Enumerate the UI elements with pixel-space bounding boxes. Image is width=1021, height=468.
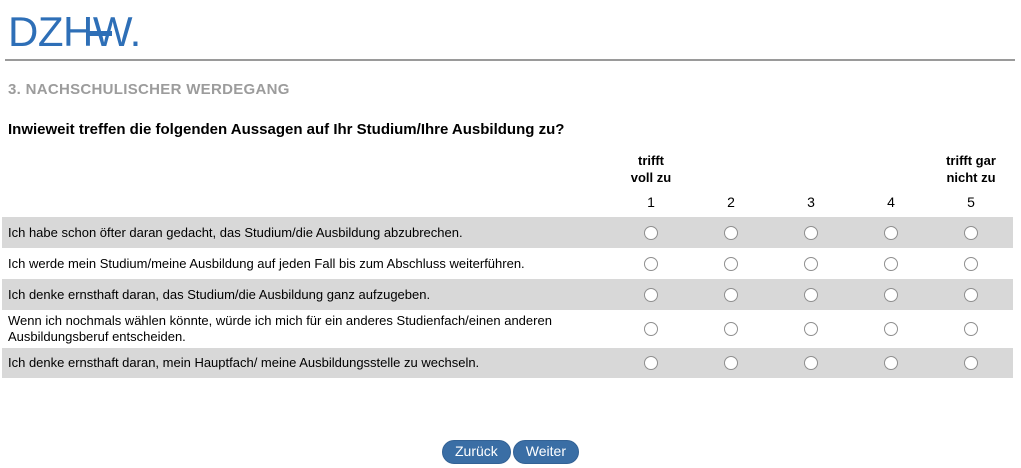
statement-text: Ich habe schon öfter daran gedacht, das … <box>8 224 463 240</box>
radio-item4-scale5[interactable] <box>964 322 978 336</box>
radio-item4-scale2[interactable] <box>724 322 738 336</box>
statement-text: Ich werde mein Studium/meine Ausbildung … <box>8 255 525 271</box>
statement-row-3: Ich denke ernsthaft daran, das Studium/d… <box>2 279 1013 310</box>
radio-item5-scale5[interactable] <box>964 356 978 370</box>
section-title: 3. NACHSCHULISCHER WERDEGANG <box>8 81 290 98</box>
next-button[interactable]: Weiter <box>512 440 579 464</box>
radio-item4-scale3[interactable] <box>804 322 818 336</box>
back-button[interactable]: Zurück <box>442 440 511 464</box>
scale-point-5: 5 <box>967 194 975 210</box>
radio-item5-scale3[interactable] <box>804 356 818 370</box>
radio-item1-scale2[interactable] <box>724 225 738 240</box>
question-text: Inwieweit treffen die folgenden Aussagen… <box>8 121 565 138</box>
navigation: Zurück Weiter <box>0 440 1021 464</box>
radio-item1-scale3[interactable] <box>804 225 818 240</box>
radio-item4-scale1[interactable] <box>644 322 658 336</box>
statement-rows: Ich habe schon öfter daran gedacht, das … <box>2 217 1013 378</box>
radio-item3-scale4[interactable] <box>884 287 898 302</box>
statement-text: Ich denke ernsthaft daran, mein Hauptfac… <box>8 355 480 370</box>
radio-item2-scale4[interactable] <box>884 256 898 271</box>
radio-item2-scale1[interactable] <box>644 256 658 271</box>
radio-item3-scale5[interactable] <box>964 287 978 302</box>
statement-text: Wenn ich nochmals wählen könnte, würde i… <box>8 313 552 344</box>
statement-text: Ich denke ernsthaft daran, das Studium/d… <box>8 286 431 302</box>
scale-left-line1: trifft <box>637 153 664 168</box>
radio-item3-scale1[interactable] <box>644 287 658 302</box>
header: DZHW. <box>0 10 1021 56</box>
scale-point-2: 2 <box>727 194 735 210</box>
matrix-table: trifft voll zu trifft gar nicht zu 1 2 3 4… <box>2 152 1013 378</box>
dzhw-logo: DZHW. <box>8 8 141 55</box>
scale-label-left: trifft voll zu <box>611 152 691 186</box>
scale-left-line2: voll zu <box>630 170 672 185</box>
radio-item2-scale3[interactable] <box>804 256 818 271</box>
scale-label-row: trifft voll zu trifft gar nicht zu <box>2 152 1013 186</box>
radio-item4-scale4[interactable] <box>884 322 898 336</box>
radio-item5-scale1[interactable] <box>644 356 658 370</box>
statement-row-5: Ich denke ernsthaft daran, mein Hauptfac… <box>2 348 1013 378</box>
radio-item5-scale2[interactable] <box>724 356 738 370</box>
scale-right-line1: trifft gar <box>946 153 996 168</box>
scale-point-3: 3 <box>807 194 815 210</box>
scale-label-spacer <box>2 180 611 186</box>
scale-label-right: trifft gar nicht zu <box>931 152 1011 186</box>
radio-item1-scale1[interactable] <box>644 225 658 240</box>
scale-number-row: 1 2 3 4 5 <box>2 194 1013 210</box>
statement-row-4: Wenn ich nochmals wählen könnte, würde i… <box>2 310 1013 348</box>
scale-point-1: 1 <box>647 194 655 210</box>
scale-number-spacer <box>2 199 611 205</box>
header-divider <box>5 59 1015 61</box>
radio-item2-scale2[interactable] <box>724 256 738 271</box>
radio-item1-scale4[interactable] <box>884 225 898 240</box>
scale-right-line2: nicht zu <box>946 170 996 185</box>
statement-row-2: Ich werde mein Studium/meine Ausbildung … <box>2 248 1013 279</box>
radio-item1-scale5[interactable] <box>964 225 978 240</box>
radio-item5-scale4[interactable] <box>884 356 898 370</box>
radio-item3-scale2[interactable] <box>724 287 738 302</box>
radio-item2-scale5[interactable] <box>964 256 978 271</box>
radio-item3-scale3[interactable] <box>804 287 818 302</box>
statement-row-1: Ich habe schon öfter daran gedacht, das … <box>2 217 1013 248</box>
scale-point-4: 4 <box>887 194 895 210</box>
